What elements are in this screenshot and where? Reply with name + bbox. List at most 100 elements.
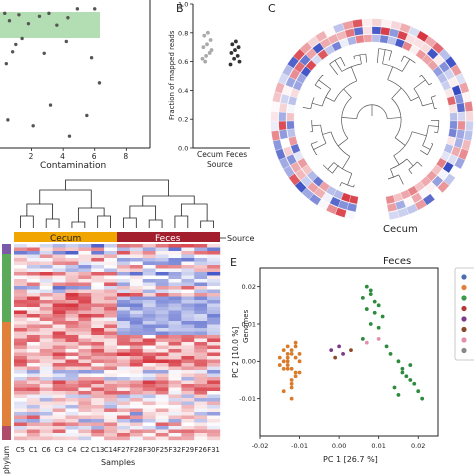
heatmap-cell [168,377,182,381]
heatmap-cell [91,310,105,315]
heatmap-cell [65,363,79,367]
heatmap-cell [155,436,169,441]
tree-branch [422,102,434,107]
heatmap-cell [207,384,221,388]
heatmap-cell [129,405,143,409]
sample-label: F27 [117,446,130,454]
strip-point [228,62,233,67]
heatmap-cell [194,384,208,388]
heatmap-cell [129,268,143,273]
heatmap-cell [142,373,156,378]
heatmap-cell [52,335,66,339]
heatmap-cell [207,373,221,378]
heatmap-cell [117,324,131,329]
heatmap-cell [39,345,53,350]
ring-segment [270,110,279,122]
heatmap-cell [155,366,169,371]
heatmap-cell [142,380,156,385]
heatmap-cell [39,268,53,273]
heatmap-cell [168,422,182,427]
heatmap-cell [78,258,92,262]
heatmap-cell [142,398,156,402]
heatmap-cell [14,342,28,346]
heatmap-cell [129,429,143,434]
pca-point [420,396,425,401]
heatmap-cell [26,307,40,311]
heatmap-cell [117,433,131,437]
sample-label: C2 [80,446,89,454]
heatmap-cell [52,261,66,266]
heatmap-cell [78,314,92,318]
ring-segment [449,120,458,130]
heatmap-cell [142,335,156,339]
heatmap-cell [91,380,105,385]
heatmap-cell [181,286,195,290]
panel-a: 2 4 6 8 Contamination [0,0,151,171]
heatmap-cell [104,286,118,290]
heatmap-cell [142,321,156,325]
heatmap-cell [117,436,131,441]
heatmap-cell [168,408,182,413]
heatmap-cell [26,384,40,388]
pca-point [289,348,294,353]
ring-label-cecum: Cecum [383,224,418,235]
heatmap-cell [129,261,143,266]
heatmap-cell [65,398,79,402]
heatmap-cell [181,254,195,259]
heatmap-cell [142,258,156,262]
heatmap-cell [142,356,156,360]
heatmap-cell [181,244,195,248]
heatmap-cell [65,272,79,276]
heatmap-cell [155,279,169,283]
heatmap-cell [26,272,40,276]
heatmap-cell [207,356,221,360]
heatmap-cell [168,391,182,395]
heatmap-cell [194,247,208,252]
heatmap-cell [194,394,208,399]
heatmap-cell [14,247,28,252]
ring-segment [381,18,393,29]
heatmap-cell [194,356,208,360]
heatmap-cell [65,321,79,325]
heatmap-cell [181,335,195,339]
tree-branch [302,107,311,110]
x-tick-label: 0.01 [371,442,385,450]
heatmap-cell [39,265,53,269]
y-tick-label: 0.4 [178,87,188,95]
heatmap-cell [104,338,118,343]
heatmap-cell [52,328,66,332]
heatmap-cell [117,338,131,343]
tree-branch [334,60,343,72]
heatmap-cell [14,426,28,430]
heatmap-cell [181,314,195,318]
heatmap-cell [78,335,92,339]
heatmap-cell [91,254,105,259]
heatmap-cell [155,317,169,322]
pca-point [281,348,286,353]
heatmap-cell [91,300,105,304]
heatmap-cell [168,387,182,392]
heatmap-cell [129,380,143,385]
heatmap-cell [155,254,169,259]
heatmap-cell [207,261,221,266]
heatmap-cell [181,317,195,322]
heatmap-cell [52,366,66,371]
heatmap-cell [52,422,66,427]
tree-branch [406,158,414,167]
heatmap-cell [155,433,169,437]
dendro-link [123,217,137,228]
heatmap-cell [181,373,195,378]
heatmap-cell [181,268,195,273]
heatmap-cell [207,335,221,339]
strip-point [235,53,240,58]
heatmap-cell [52,370,66,374]
heatmap-cell [65,405,79,409]
heatmap-cell [91,293,105,297]
heatmap-cell [65,429,79,434]
heatmap-cell [65,317,79,322]
heatmap-cell [14,261,28,266]
tree-branch [322,74,324,77]
heatmap-cell [168,401,182,406]
y-tick-label: 1.0 [178,1,188,9]
heatmap-cell [181,370,195,374]
